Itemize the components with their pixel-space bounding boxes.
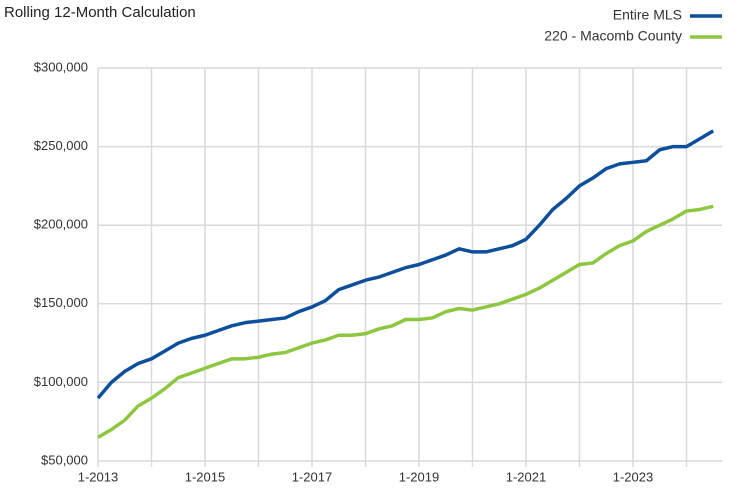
y-tick-label: $100,000 bbox=[34, 374, 88, 389]
x-tick-label: 1-2015 bbox=[185, 469, 225, 484]
y-tick-label: $200,000 bbox=[34, 217, 88, 232]
x-tick-label: 1-2021 bbox=[506, 469, 546, 484]
y-tick-label: $150,000 bbox=[34, 295, 88, 310]
legend-label: 220 - Macomb County bbox=[544, 28, 682, 44]
x-tick-label: 1-2019 bbox=[399, 469, 439, 484]
y-tick-label: $50,000 bbox=[41, 452, 88, 467]
x-tick-label: 1-2013 bbox=[78, 469, 118, 484]
legend-label: Entire MLS bbox=[613, 7, 682, 23]
y-tick-label: $300,000 bbox=[34, 59, 88, 74]
x-tick-label: 1-2017 bbox=[292, 469, 332, 484]
x-tick-label: 1-2023 bbox=[613, 469, 653, 484]
chart-title: Rolling 12-Month Calculation bbox=[4, 4, 196, 21]
data-line bbox=[96, 129, 715, 400]
data-line bbox=[97, 204, 714, 439]
y-tick-label: $250,000 bbox=[34, 138, 88, 153]
